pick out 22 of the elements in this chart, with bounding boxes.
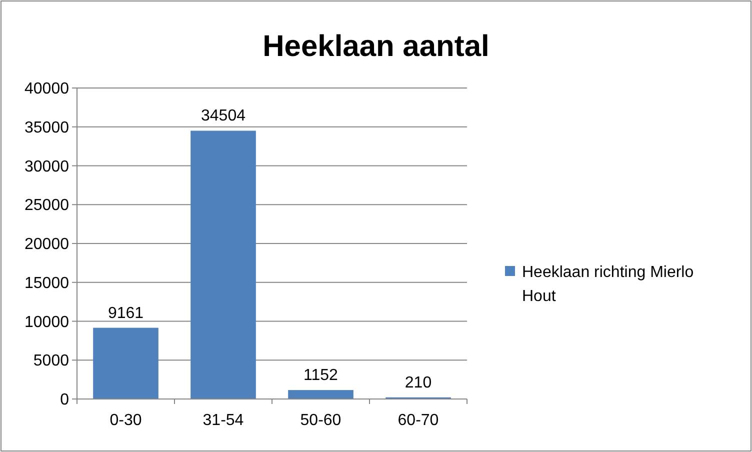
y-tick-label: 20000 [24, 236, 70, 254]
bar [190, 130, 256, 399]
x-tick-label: 50-60 [300, 412, 342, 429]
y-tick-label: 40000 [24, 80, 70, 98]
x-tick-label: 60-70 [398, 412, 439, 429]
bar [93, 328, 158, 399]
y-tick-label: 5000 [33, 352, 70, 370]
data-label: 210 [404, 374, 432, 392]
y-tick-label: 15000 [24, 274, 70, 292]
y-tick-label: 0 [60, 392, 70, 409]
x-tick-label: 0-30 [110, 412, 142, 429]
y-tick-label: 30000 [24, 158, 70, 176]
y-tick-label: 25000 [24, 197, 70, 214]
bar [288, 390, 354, 399]
legend-label: Heeklaan richting Mierlo Hout [522, 264, 694, 305]
data-label: 1152 [304, 367, 338, 384]
x-tick-label: 31-54 [202, 412, 244, 429]
y-tick-label: 10000 [24, 314, 70, 331]
data-label: 9161 [108, 304, 144, 322]
data-label: 34504 [201, 108, 246, 125]
chart-title: Heeklaan aantal [262, 30, 490, 63]
y-tick-label: 35000 [24, 119, 70, 136]
